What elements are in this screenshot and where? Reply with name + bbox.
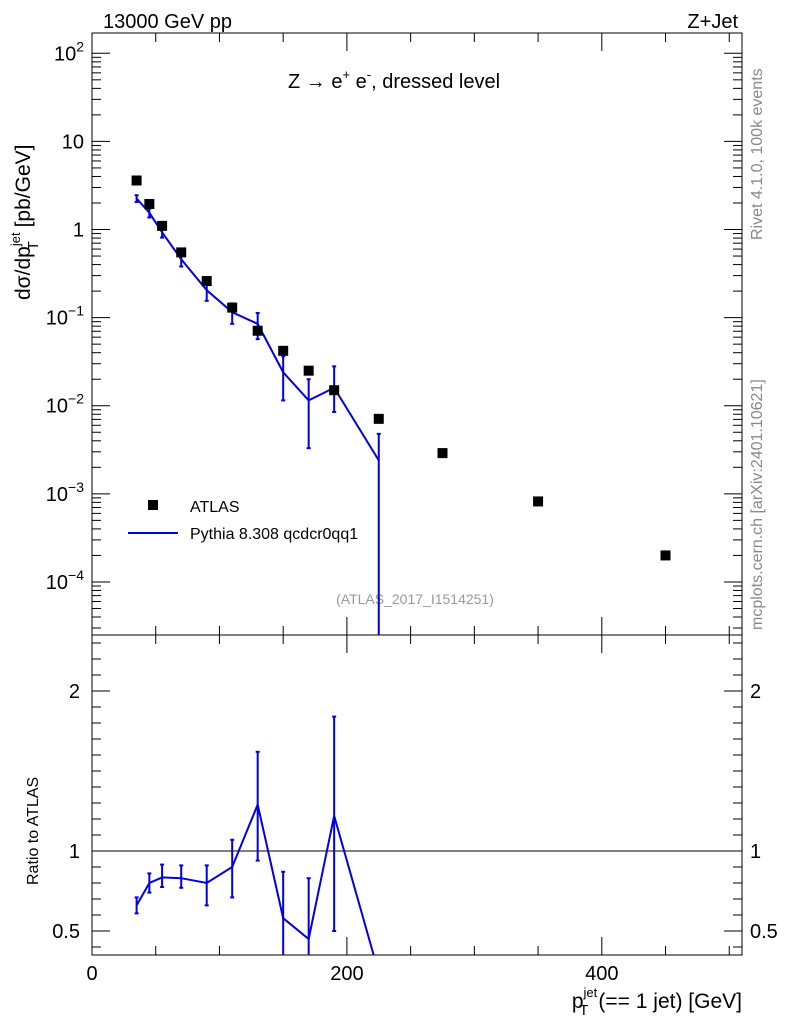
main-y-tick-label: 10−2 bbox=[46, 391, 84, 418]
x-tick-label: 0 bbox=[86, 963, 97, 985]
data-point bbox=[373, 413, 384, 424]
data-point bbox=[131, 175, 142, 186]
mc-series-main bbox=[134, 194, 381, 635]
main-frame bbox=[91, 32, 743, 636]
legend-mc-label: Pythia 8.308 qcdcr0qq1 bbox=[190, 526, 358, 543]
ratio-y-tick-label: 1 bbox=[69, 841, 80, 863]
process-annotation: Z → e+ e-, dressed level bbox=[288, 67, 500, 93]
x-axis-ticks: 0 200 400 bbox=[86, 33, 730, 985]
data-point bbox=[227, 302, 238, 313]
data-point bbox=[157, 220, 168, 231]
data-point bbox=[252, 325, 263, 336]
analysis-watermark: (ATLAS_2017_I1514251) bbox=[336, 591, 494, 607]
data-point bbox=[437, 448, 448, 459]
main-y-tick-label: 10−4 bbox=[46, 567, 84, 594]
main-y-tick-label: 10−1 bbox=[46, 303, 84, 330]
ratio-y-tick-label: 2 bbox=[69, 681, 80, 703]
ratio-y-tick-label-right: 2 bbox=[750, 681, 761, 703]
data-point bbox=[201, 276, 212, 287]
data-series-main bbox=[131, 175, 671, 561]
rivet-version-label: Rivet 4.1.0, 100k events bbox=[749, 68, 766, 240]
data-point bbox=[278, 345, 289, 356]
ratio-y-axis-title: Ratio to ATLAS bbox=[25, 777, 42, 885]
legend-data-marker bbox=[148, 500, 158, 510]
main-y-tick-label: 102 bbox=[54, 38, 84, 65]
data-point bbox=[176, 247, 187, 258]
header-right: Z+Jet bbox=[687, 11, 738, 33]
ratio-y-tick-label-right: 1 bbox=[750, 841, 761, 863]
header-left: 13000 GeV pp bbox=[103, 11, 232, 33]
legend-data-label: ATLAS bbox=[190, 499, 240, 516]
ratio-y-tick-label: 0.5 bbox=[52, 921, 80, 943]
mc-series-ratio bbox=[134, 715, 375, 956]
ratio-y-tick-label-right: 0.5 bbox=[750, 921, 778, 943]
data-point bbox=[144, 198, 155, 209]
main-y-tick-label: 10 bbox=[62, 131, 84, 153]
ratio-frame bbox=[91, 634, 743, 956]
data-point bbox=[329, 385, 340, 396]
data-point bbox=[660, 550, 671, 561]
main-axis-ticks: 10−4 10−3 10−2 10−1 1 10 102 bbox=[46, 38, 742, 629]
main-y-tick-label: 10−3 bbox=[46, 479, 84, 506]
ratio-axis-ticks: 0.5 0.5 1 1 2 2 bbox=[52, 642, 778, 948]
mcplots-label: mcplots.cern.ch [arXiv:2401.10621] bbox=[749, 379, 766, 630]
main-y-tick-label: 1 bbox=[73, 220, 84, 242]
data-point bbox=[303, 365, 314, 376]
x-tick-label: 400 bbox=[585, 963, 618, 985]
main-y-axis-title: dσ/dpjet T [pb/GeV] bbox=[8, 145, 42, 300]
x-axis-title: pjet T (== 1 jet) [GeV] bbox=[572, 985, 742, 1019]
x-tick-label: 200 bbox=[330, 963, 363, 985]
data-point bbox=[533, 496, 544, 507]
mc-line-ratio bbox=[135, 801, 375, 956]
